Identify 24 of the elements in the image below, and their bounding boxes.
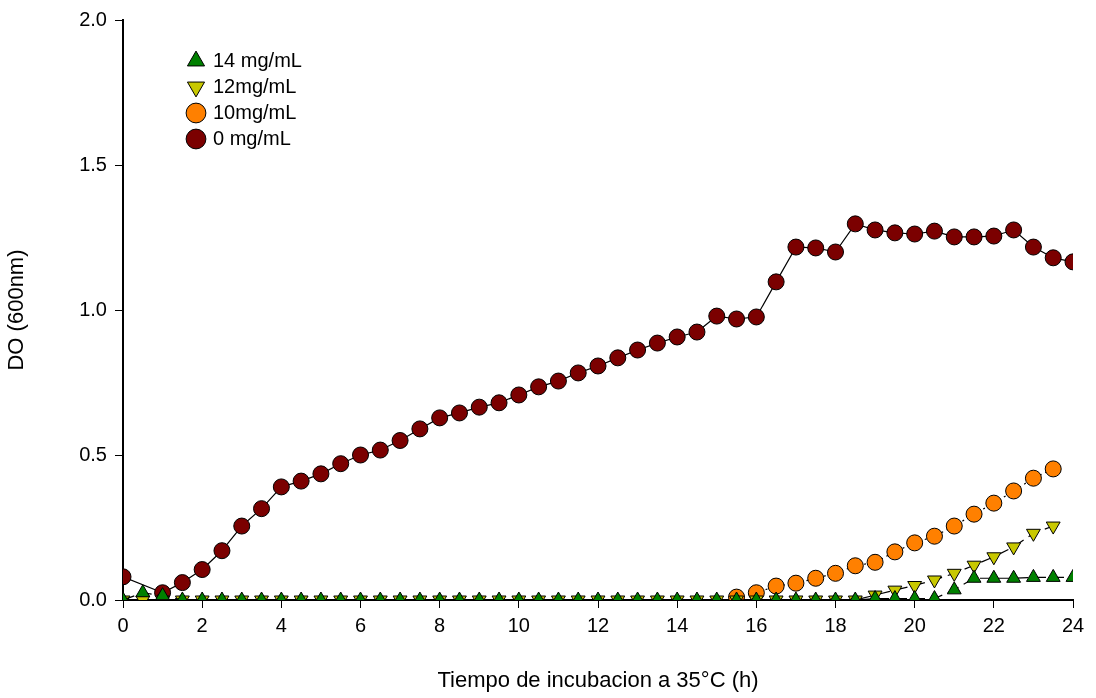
x-axis-title: Tiempo de incubacion a 35°C (h)	[437, 666, 759, 692]
x-tick-label: 18	[824, 613, 847, 636]
y-tick-label: 1.0	[79, 297, 107, 320]
x-tick-label: 12	[586, 613, 610, 636]
x-tick-label: 24	[1061, 613, 1085, 636]
x-tick-label: 20	[903, 613, 926, 636]
x-tick-label: 4	[275, 613, 287, 636]
x-tick-label: 0	[117, 613, 129, 636]
legend-label: 14 mg/mL	[213, 48, 302, 71]
x-tick-label: 6	[354, 613, 367, 636]
y-tick-label: 0.5	[79, 442, 107, 465]
y-axis-title: DO (600nm)	[3, 249, 29, 371]
x-tick-label: 10	[507, 613, 530, 636]
y-tick-label: 1.5	[79, 152, 107, 175]
x-tick-label: 8	[434, 613, 446, 636]
x-tick-label: 14	[666, 613, 689, 636]
x-tick-label: 22	[982, 613, 1005, 636]
x-tick-label: 2	[196, 613, 208, 636]
y-tick-label: 0.0	[79, 587, 107, 610]
y-tick-label: 2.0	[79, 7, 107, 30]
legend-label: 0 mg/mL	[213, 126, 291, 149]
legend-label: 12mg/mL	[213, 74, 297, 97]
legend-label: 10mg/mL	[213, 100, 297, 123]
x-tick-label: 16	[745, 613, 768, 636]
